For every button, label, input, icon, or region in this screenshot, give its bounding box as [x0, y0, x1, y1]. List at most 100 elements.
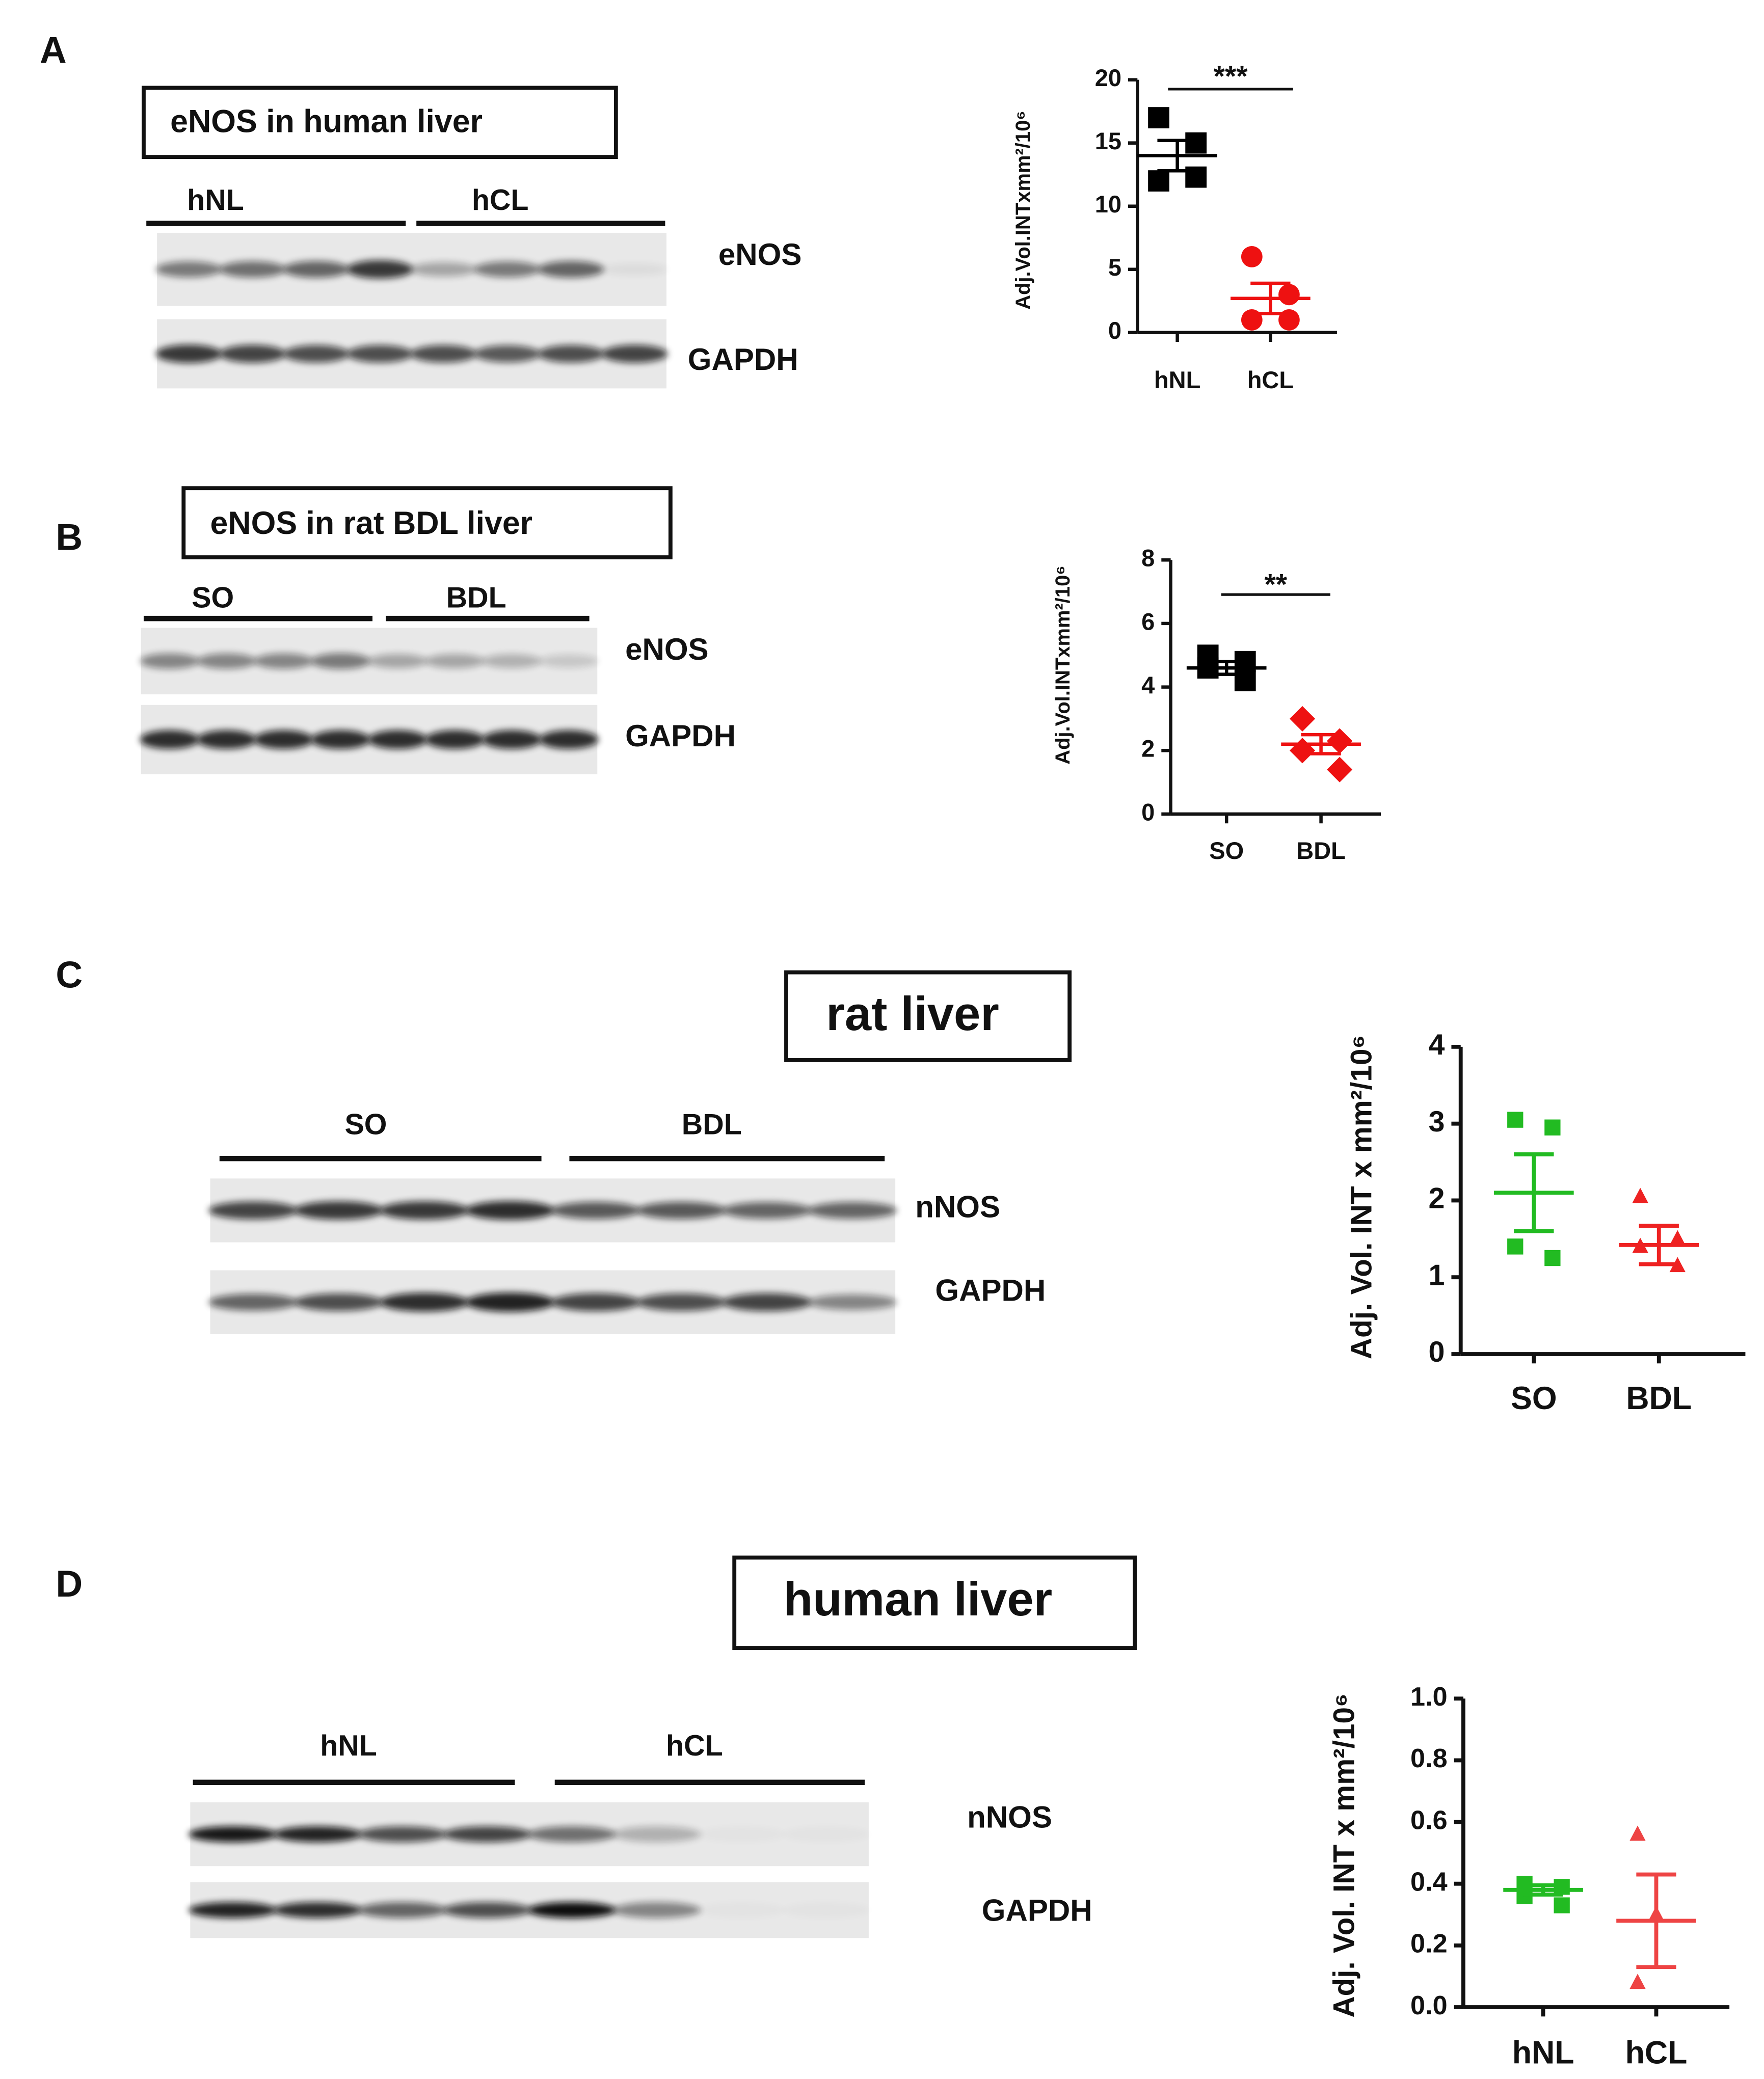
blot-band	[140, 653, 199, 669]
y-tick-label: 1	[1428, 1259, 1445, 1291]
x-tick-label: BDL	[1626, 1381, 1692, 1416]
y-tick-label: 0.8	[1410, 1744, 1448, 1773]
data-point	[1148, 107, 1169, 128]
data-point	[1629, 1825, 1646, 1841]
group-label: SO	[344, 1109, 387, 1141]
band-label: eNOS	[718, 237, 802, 272]
y-tick-label: 4	[1428, 1029, 1445, 1061]
data-point	[1278, 284, 1300, 306]
blot-band	[538, 345, 604, 363]
group-label: hCL	[666, 1730, 723, 1762]
blot-band	[808, 1294, 897, 1310]
group-label: hNL	[320, 1730, 377, 1762]
significance-label: ***	[1214, 60, 1248, 93]
blot-band	[636, 1202, 726, 1219]
y-axis-label: Adj. Vol. INT x mm²/10⁶	[1328, 1693, 1361, 2018]
data-point	[1327, 757, 1353, 782]
blot-band	[294, 1201, 384, 1220]
y-tick-label: 8	[1141, 545, 1155, 572]
y-tick-label: 2	[1428, 1182, 1445, 1215]
band-label: GAPDH	[688, 342, 798, 376]
blot-band	[155, 344, 222, 363]
blot-band	[197, 653, 256, 669]
y-tick-label: 0.2	[1410, 1929, 1448, 1959]
group-label: BDL	[682, 1109, 742, 1141]
blot-band	[219, 261, 286, 278]
data-point	[1185, 132, 1207, 154]
title-box	[784, 970, 1072, 1062]
blot-band	[722, 1293, 812, 1311]
y-tick-label: 0.0	[1410, 1991, 1448, 2020]
blot-band	[294, 1293, 384, 1311]
blot-band	[273, 1902, 362, 1919]
blot-band	[197, 730, 256, 749]
group-label: BDL	[446, 582, 506, 614]
blot-title: eNOS in human liver	[170, 103, 483, 139]
group-label: hNL	[187, 184, 244, 217]
data-point	[1289, 738, 1316, 764]
data-point	[1289, 706, 1316, 732]
y-tick-label: 3	[1428, 1105, 1445, 1138]
blot-band	[474, 345, 541, 363]
data-point	[1544, 1250, 1561, 1266]
error-bar	[1207, 660, 1247, 676]
blot-band	[538, 261, 604, 278]
data-point	[1544, 1119, 1561, 1136]
panel-label: B	[56, 517, 83, 558]
blot-band	[189, 1902, 277, 1919]
blot-band	[527, 1902, 616, 1919]
blot-band	[551, 1293, 640, 1311]
blot-band	[539, 654, 599, 668]
y-axis-label: Adj.Vol.INTxmm²/10⁶	[1012, 111, 1034, 309]
y-tick-label: 6	[1141, 608, 1155, 635]
data-point	[1669, 1230, 1686, 1246]
error-bar	[1301, 733, 1341, 755]
blot-band	[283, 345, 350, 363]
band-label: GAPDH	[982, 1893, 1092, 1927]
title-box	[732, 1555, 1137, 1650]
blot-band	[410, 345, 477, 363]
data-point	[1629, 1974, 1646, 1989]
error-bar	[1250, 281, 1291, 315]
y-tick-label: 0	[1108, 317, 1121, 344]
group-label: hCL	[472, 184, 529, 217]
data-point	[1507, 1238, 1524, 1255]
blot-band	[311, 653, 370, 669]
blot-band	[698, 1826, 786, 1842]
y-tick-label: 4	[1141, 671, 1155, 698]
blot-band	[140, 730, 199, 749]
data-point	[1241, 246, 1263, 267]
data-point	[1554, 1897, 1570, 1913]
x-tick-label: hNL	[1154, 366, 1200, 393]
blot-band	[465, 1201, 555, 1220]
blot-band	[380, 1201, 469, 1220]
y-axis-label: Adj.Vol.INTxmm²/10⁶	[1052, 565, 1074, 764]
blot-band	[482, 730, 542, 749]
data-point	[1632, 1187, 1648, 1203]
y-tick-label: 5	[1108, 254, 1121, 281]
title-box	[181, 486, 673, 559]
blot-band	[782, 1902, 870, 1918]
blot-band	[443, 1902, 531, 1919]
x-tick-label: hCL	[1247, 366, 1294, 393]
blot-band	[254, 653, 313, 669]
blot-band	[425, 654, 485, 668]
blot-band	[465, 1292, 555, 1312]
blot-band	[636, 1293, 726, 1311]
data-point	[1507, 1112, 1524, 1128]
blot-band	[380, 1292, 469, 1312]
blot-band	[539, 730, 599, 749]
y-tick-label: 0.4	[1410, 1868, 1448, 1897]
blot-band	[311, 730, 370, 749]
x-tick-label: hCL	[1625, 2035, 1688, 2071]
blot-band	[443, 1826, 531, 1843]
blot-band	[474, 261, 541, 278]
y-tick-label: 10	[1095, 191, 1121, 218]
blot-band	[358, 1902, 447, 1919]
blot-band	[551, 1202, 640, 1219]
x-tick-label: SO	[1209, 837, 1244, 864]
blot-band	[189, 1826, 277, 1843]
data-point	[1327, 728, 1353, 754]
band-label: eNOS	[625, 632, 709, 666]
